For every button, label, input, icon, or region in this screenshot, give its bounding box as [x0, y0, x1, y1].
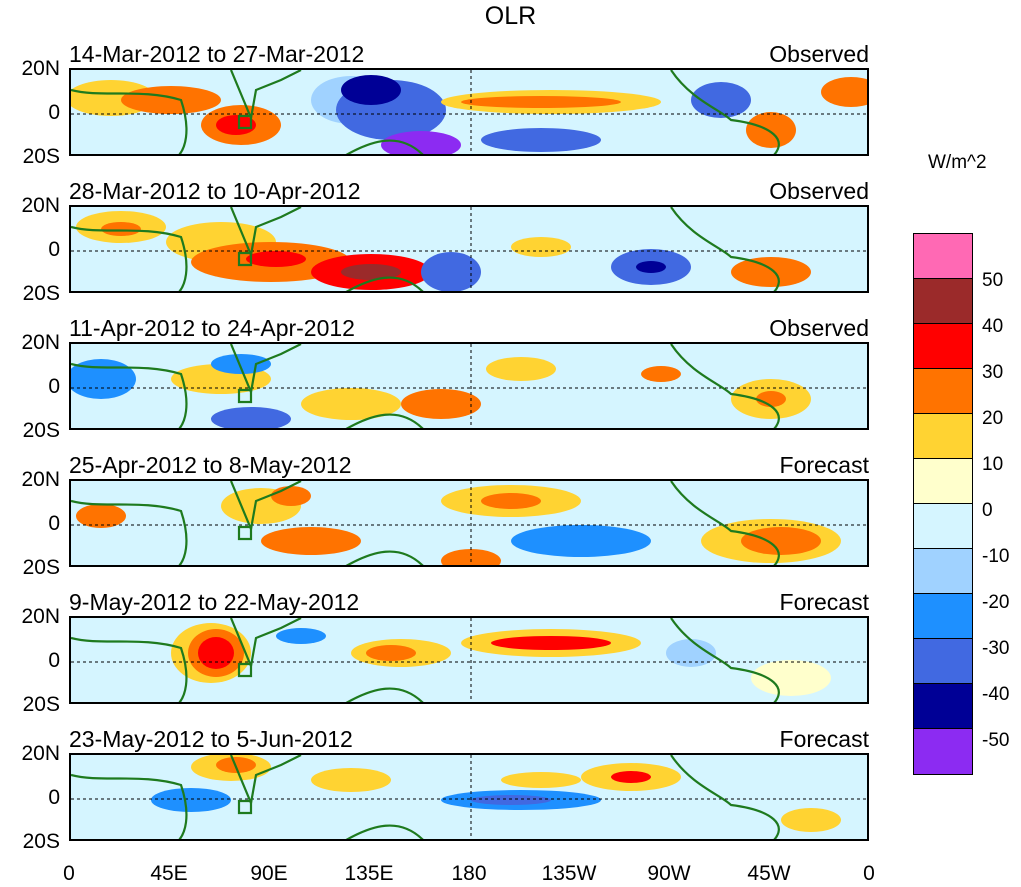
panel-3-label: Observed — [769, 315, 869, 341]
y-tick-20s: 20S — [22, 145, 60, 168]
x-tick-135e: 135E — [344, 862, 394, 885]
panel-4-period: 25-Apr-2012 to 8-May-2012 — [69, 452, 352, 478]
colorbar-swatch — [914, 729, 972, 774]
x-tick-45e: 45E — [150, 862, 188, 885]
colorbar-label: 10 — [982, 454, 1004, 475]
colorbar-swatch — [914, 639, 972, 684]
x-tick-45w: 45W — [747, 862, 791, 885]
colorbar-label: 0 — [982, 500, 993, 521]
y-tick-0: 0 — [48, 512, 60, 535]
x-tick-90e: 90E — [250, 862, 288, 885]
panel-5-label: Forecast — [779, 589, 869, 615]
figure-title: OLR — [484, 2, 537, 30]
colorbar-label: 30 — [982, 362, 1004, 383]
colorbar-swatch — [914, 369, 972, 414]
y-tick-0: 0 — [48, 375, 60, 398]
colorbar — [913, 233, 973, 775]
colorbar-swatch — [914, 234, 972, 279]
colorbar-swatch — [914, 684, 972, 729]
colorbar-label: -30 — [982, 638, 1010, 659]
colorbar-label: -50 — [982, 730, 1010, 751]
panel-6-period: 23-May-2012 to 5-Jun-2012 — [69, 726, 353, 752]
colorbar-label: -20 — [982, 592, 1010, 613]
panel-2-period: 28-Mar-2012 to 10-Apr-2012 — [69, 178, 361, 204]
y-tick-0: 0 — [48, 649, 60, 672]
x-tick-0: 0 — [63, 862, 75, 885]
colorbar-swatch — [914, 504, 972, 549]
map-panel-4 — [69, 479, 869, 567]
x-tick-180: 180 — [451, 862, 487, 885]
y-tick-20s: 20S — [22, 830, 60, 853]
y-tick-0: 0 — [48, 101, 60, 124]
colorbar-label: 40 — [982, 316, 1004, 337]
y-tick-20s: 20S — [22, 556, 60, 579]
colorbar-swatch — [914, 324, 972, 369]
y-tick-0: 0 — [48, 786, 60, 809]
colorbar-swatch — [914, 414, 972, 459]
panel-1-label: Observed — [769, 41, 869, 67]
y-tick-20n: 20N — [21, 468, 60, 491]
colorbar-units: W/m^2 — [928, 152, 987, 173]
map-panel-3 — [69, 342, 869, 430]
colorbar-label: -40 — [982, 684, 1010, 705]
colorbar-swatch — [914, 459, 972, 504]
y-tick-20n: 20N — [21, 605, 60, 628]
y-tick-20s: 20S — [22, 282, 60, 305]
y-tick-20n: 20N — [21, 331, 60, 354]
map-panel-5 — [69, 616, 869, 704]
colorbar-label: 50 — [982, 270, 1004, 291]
colorbar-label: 20 — [982, 408, 1004, 429]
y-tick-20s: 20S — [22, 693, 60, 716]
panel-1-period: 14-Mar-2012 to 27-Mar-2012 — [69, 41, 365, 67]
y-tick-20n: 20N — [21, 742, 60, 765]
panel-6-label: Forecast — [779, 726, 869, 752]
y-tick-20s: 20S — [22, 419, 60, 442]
y-tick-20n: 20N — [21, 194, 60, 217]
map-panel-1 — [69, 68, 869, 156]
panel-3-period: 11-Apr-2012 to 24-Apr-2012 — [69, 315, 355, 341]
colorbar-swatch — [914, 549, 972, 594]
panel-5-period: 9-May-2012 to 22-May-2012 — [69, 589, 360, 615]
map-panel-2 — [69, 205, 869, 293]
y-tick-20n: 20N — [21, 57, 60, 80]
colorbar-swatch — [914, 279, 972, 324]
colorbar-swatch — [914, 594, 972, 639]
x-tick-0-end: 0 — [863, 862, 875, 885]
x-tick-90w: 90W — [647, 862, 691, 885]
map-panel-6 — [69, 753, 869, 841]
panel-2-label: Observed — [769, 178, 869, 204]
x-tick-135w: 135W — [541, 862, 597, 885]
colorbar-label: -10 — [982, 546, 1010, 567]
panel-4-label: Forecast — [779, 452, 869, 478]
y-tick-0: 0 — [48, 238, 60, 261]
